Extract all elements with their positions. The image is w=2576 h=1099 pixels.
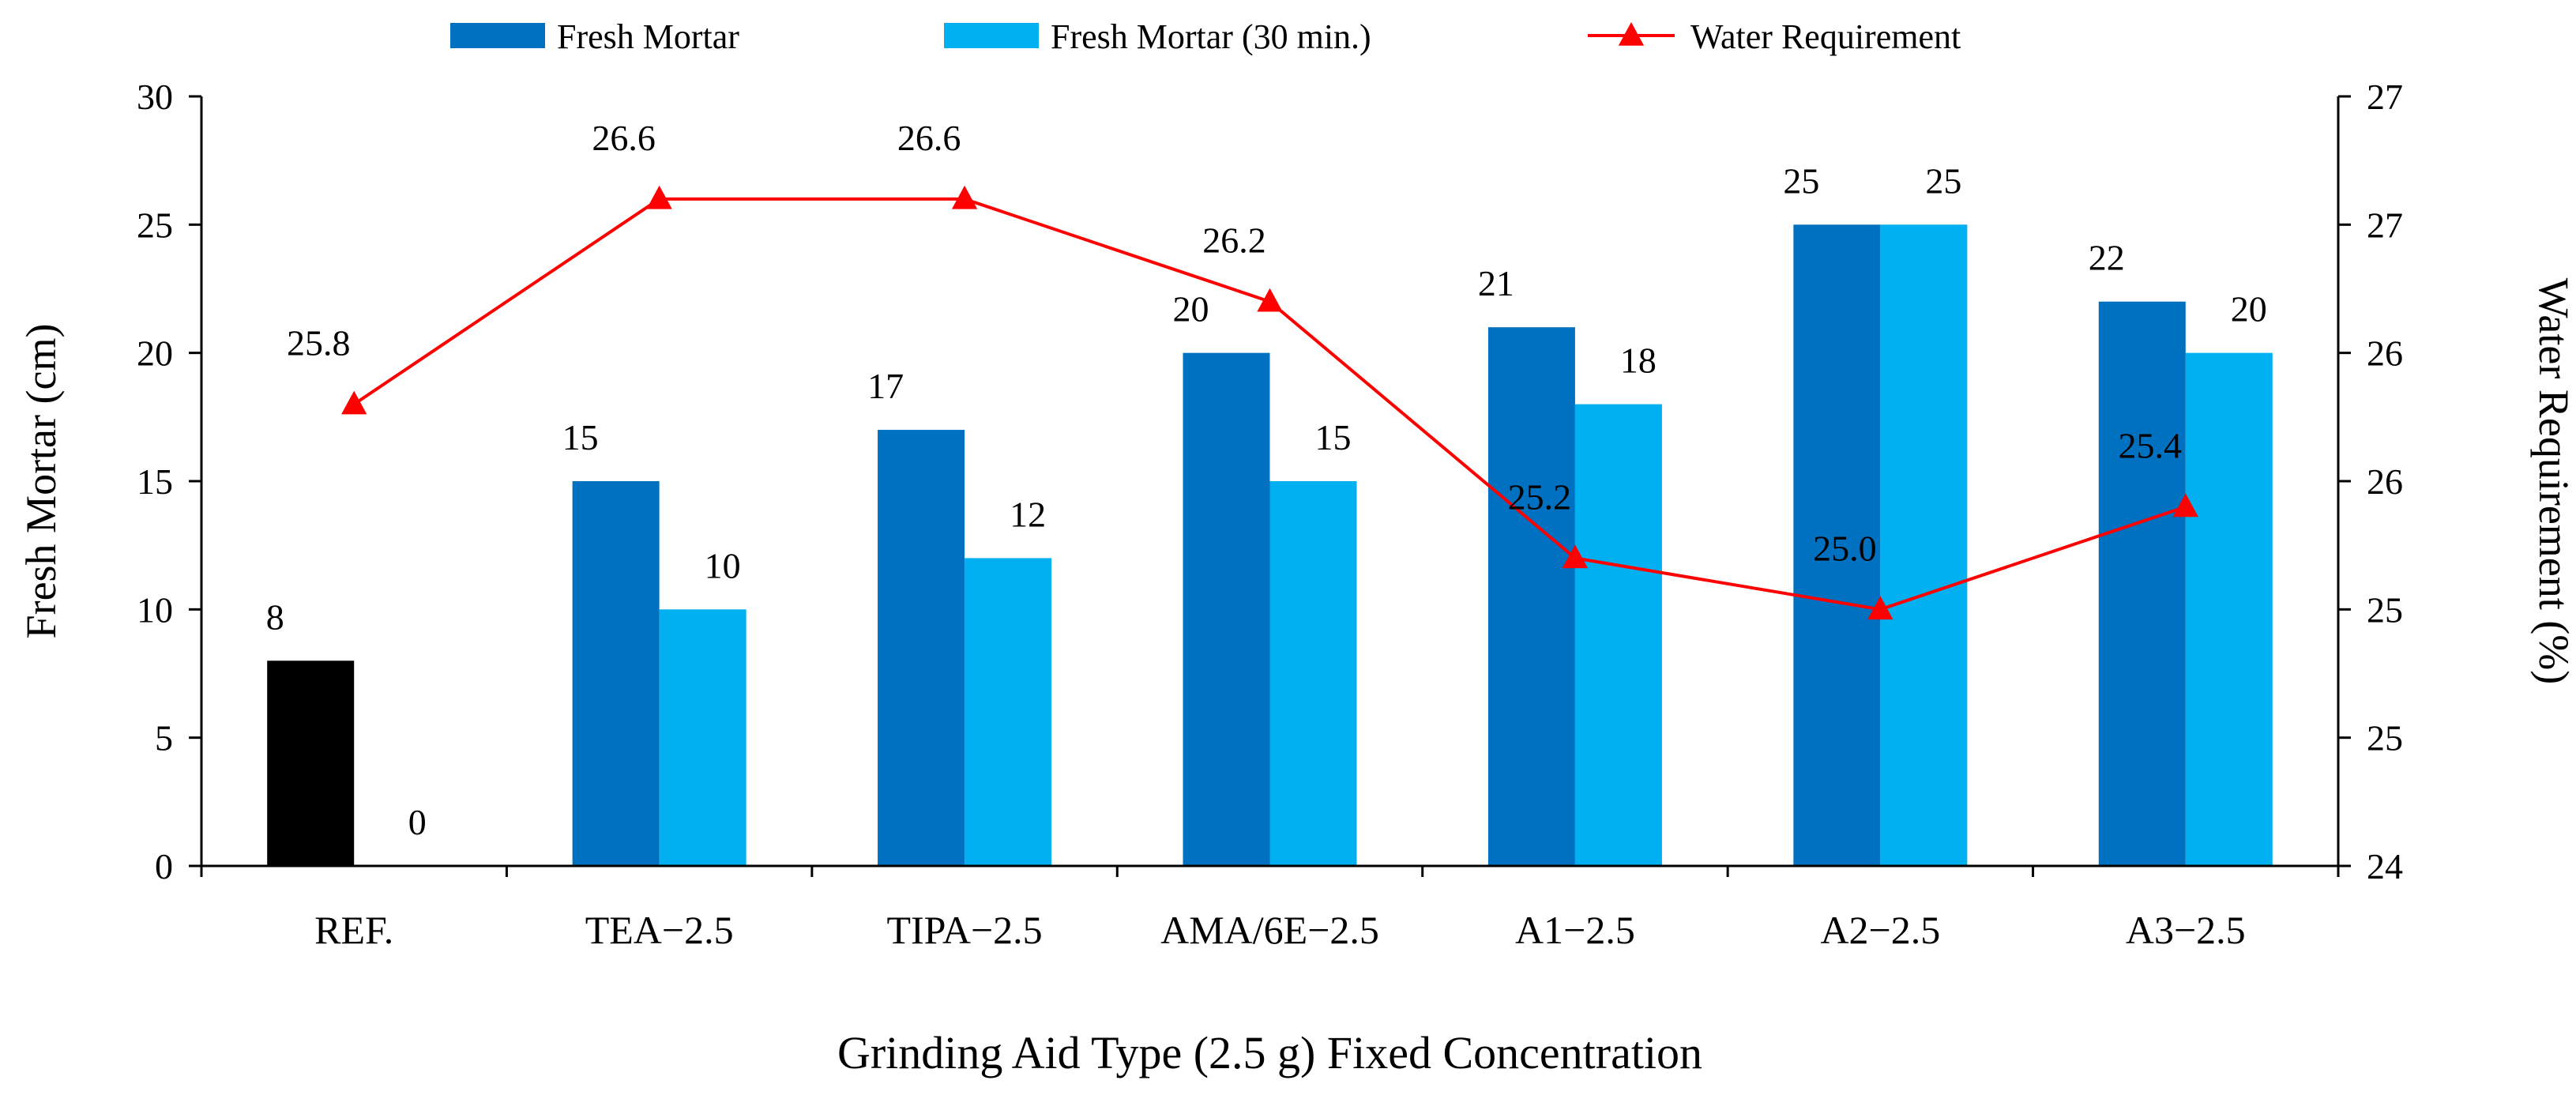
bar-fresh-mortar: [1793, 224, 1881, 866]
left-tick-label: 15: [137, 461, 173, 502]
bar-fresh-mortar: [1183, 352, 1270, 867]
line-data-label: 26.2: [1202, 220, 1266, 261]
line-data-label: 25.8: [287, 323, 351, 363]
left-tick-label: 5: [155, 718, 173, 758]
bar-data-label: 21: [1478, 263, 1514, 303]
left-tick-label: 10: [137, 589, 173, 630]
bar-data-label: 12: [1010, 494, 1046, 534]
bar-fresh-mortar-30min: [659, 609, 746, 866]
data-labels: 8 0 15 10 17 12 20 15 21 18 25 25 22 20 25.8 26.6 26.6 26…: [266, 118, 2267, 842]
x-axis-ticks: REF. TEA−2.5 TIPA−2.5 AMA/6E−2.5 A1−2.5 A2−2.…: [200, 866, 2340, 952]
y-axis-title: Fresh Mortar (cm): [17, 324, 65, 639]
water-requirement-marker: [2172, 493, 2198, 518]
legend: Fresh Mortar Fresh Mortar (30 min.) Wate…: [450, 17, 1961, 56]
line-data-label: 26.6: [592, 118, 656, 158]
legend-swatch-fresh-mortar-30min: [944, 23, 1039, 48]
left-tick-label: 25: [137, 205, 173, 245]
line-data-label: 26.6: [897, 118, 961, 158]
water-requirement-marker: [1867, 596, 1893, 620]
right-tick-label: 26: [2367, 461, 2403, 502]
bar-data-label: 20: [2231, 289, 2267, 329]
right-axis-ticks: 24 25 25 26 26 27 27: [2338, 77, 2403, 886]
legend-marker-triangle: [1618, 22, 1645, 46]
water-requirement-marker: [951, 185, 978, 209]
right-tick-label: 24: [2367, 846, 2403, 886]
bar-fresh-mortar: [2098, 301, 2186, 866]
line-data-label: 25.4: [2119, 425, 2183, 465]
water-requirement-marker: [1257, 288, 1283, 312]
bar-data-label: 8: [266, 597, 284, 637]
left-tick-label: 20: [137, 333, 173, 374]
legend-swatch-fresh-mortar: [450, 23, 545, 48]
bar-data-label: 25: [1925, 160, 1961, 201]
line-data-label: 25.0: [1813, 528, 1877, 568]
bar-fresh-mortar: [878, 430, 965, 866]
water-requirement-marker: [646, 185, 672, 209]
bar-data-label: 20: [1173, 289, 1209, 329]
water-requirement-marker: [341, 390, 367, 415]
water-requirement-line: [341, 185, 2198, 620]
bars: [267, 224, 2273, 867]
left-axis-ticks: 0 5 10 15 20 25 30: [137, 77, 201, 886]
left-tick-label: 0: [155, 846, 173, 886]
bar-data-label: 18: [1620, 341, 1657, 381]
bar-fresh-mortar-30min: [1880, 224, 1968, 866]
bar-data-label: 15: [562, 417, 599, 457]
x-tick-label: AMA/6E−2.5: [1160, 908, 1379, 952]
right-tick-label: 25: [2367, 718, 2403, 758]
x-axis-title: Grinding Aid Type (2.5 g) Fixed Concentr…: [837, 1027, 1702, 1078]
bar-data-label: 22: [2089, 238, 2125, 278]
bar-data-label: 10: [705, 545, 741, 585]
bar-data-label: 0: [408, 802, 427, 842]
bar-data-label: 17: [867, 366, 904, 406]
bar-fresh-mortar: [267, 661, 355, 866]
bar-fresh-mortar-30min: [1574, 404, 1662, 867]
bar-fresh-mortar-30min: [1269, 481, 1357, 866]
bar-fresh-mortar-30min: [2185, 352, 2273, 867]
x-tick-label: TIPA−2.5: [886, 908, 1042, 952]
bar-data-label: 15: [1315, 417, 1352, 457]
legend-label-fresh-mortar-30min: Fresh Mortar (30 min.): [1051, 17, 1371, 56]
x-tick-label: A3−2.5: [2126, 908, 2246, 952]
bar-fresh-mortar-30min: [965, 558, 1052, 866]
x-tick-label: A2−2.5: [1820, 908, 1940, 952]
y2-axis-title: Water Requirement (%): [2530, 278, 2576, 684]
water-requirement-marker: [1562, 544, 1589, 569]
bar-fresh-mortar: [572, 481, 660, 866]
legend-label-fresh-mortar: Fresh Mortar: [557, 17, 739, 56]
line-data-label: 25.2: [1508, 476, 1572, 517]
bar-fresh-mortar: [1487, 327, 1575, 866]
x-tick-label: TEA−2.5: [585, 908, 734, 952]
left-tick-label: 30: [137, 77, 173, 117]
right-tick-label: 27: [2367, 77, 2403, 117]
right-tick-label: 27: [2367, 205, 2403, 245]
right-tick-label: 25: [2367, 589, 2403, 630]
right-tick-label: 26: [2367, 333, 2403, 374]
bar-data-label: 25: [1783, 160, 1819, 201]
x-tick-label: A1−2.5: [1515, 908, 1635, 952]
x-tick-label: REF.: [314, 908, 393, 952]
legend-label-water-requirement: Water Requirement: [1690, 17, 1961, 56]
